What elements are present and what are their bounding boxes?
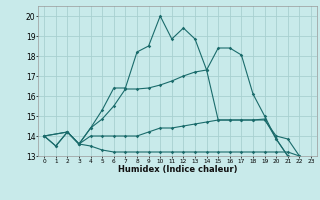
X-axis label: Humidex (Indice chaleur): Humidex (Indice chaleur): [118, 165, 237, 174]
